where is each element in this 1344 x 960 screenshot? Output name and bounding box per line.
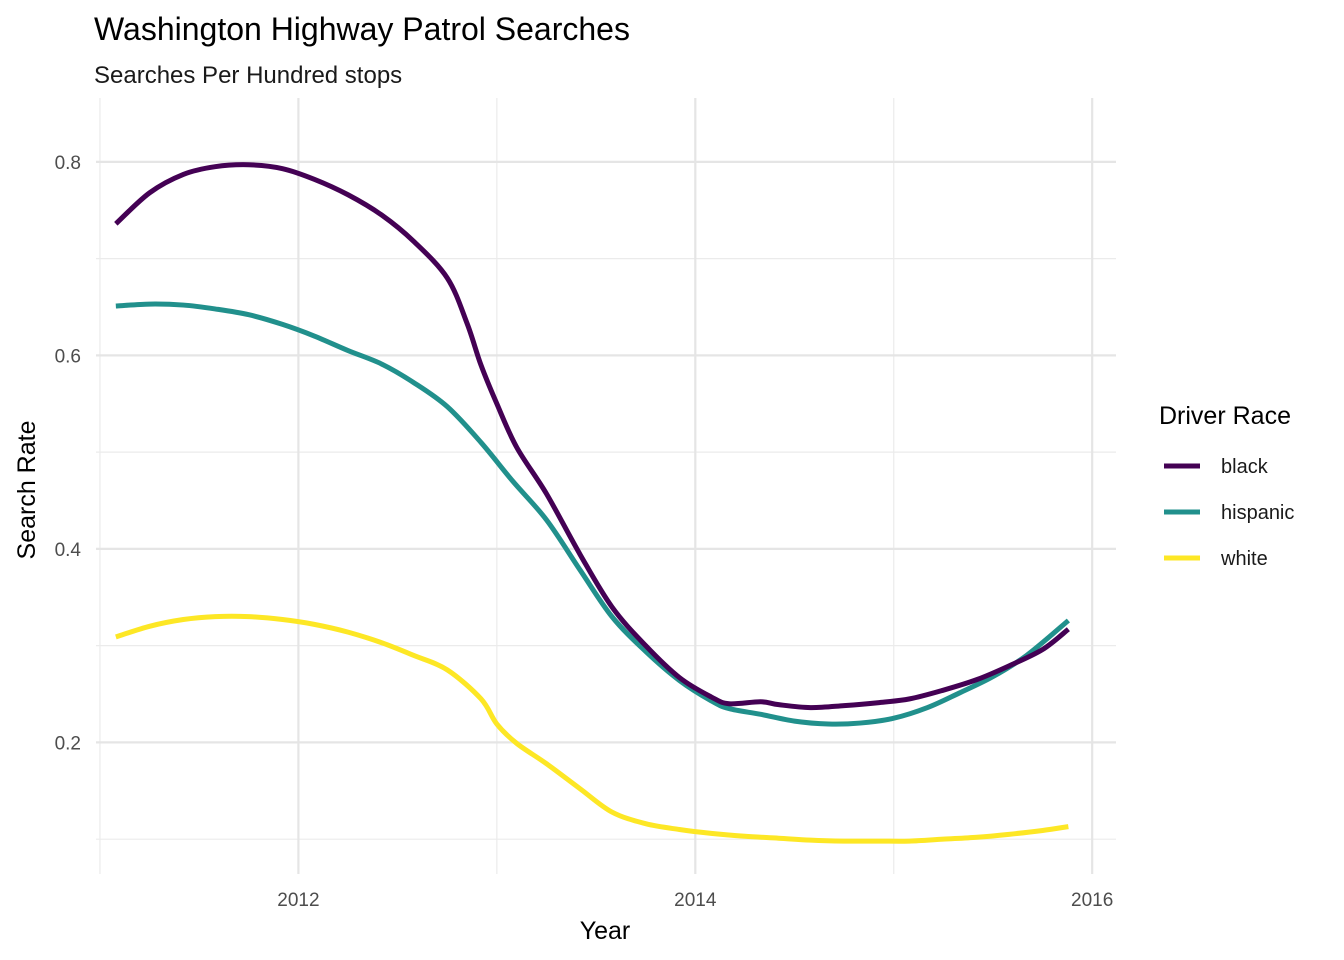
x-axis-title: Year [580,917,631,945]
series-lines [114,162,1070,844]
series-line-white [115,613,1069,844]
tick-labels: 2012 2014 2016 0.2 0.4 0.6 0.8 [55,153,1114,911]
y-tick-label: 0.8 [55,153,81,174]
legend: Driver Race black hispanic white [1159,402,1294,570]
legend-title: Driver Race [1159,402,1291,430]
x-tick-label: 2014 [674,890,717,911]
legend-label-white: white [1220,548,1268,570]
chart-title: Washington Highway Patrol Searches [94,11,630,47]
x-tick-label: 2012 [277,890,319,911]
series-line-hispanic [115,301,1070,727]
series-line-black [114,162,1070,711]
x-tick-label: 2016 [1071,890,1113,911]
y-tick-label: 0.2 [55,733,81,754]
chart-subtitle: Searches Per Hundred stops [94,62,402,89]
legend-items: black hispanic white [1164,456,1294,570]
legend-label-hispanic: hispanic [1221,502,1294,524]
grid [96,98,1116,874]
y-axis-title: Search Rate [13,421,41,560]
y-tick-label: 0.4 [55,540,82,561]
y-tick-label: 0.6 [55,346,81,367]
legend-label-black: black [1221,456,1269,478]
